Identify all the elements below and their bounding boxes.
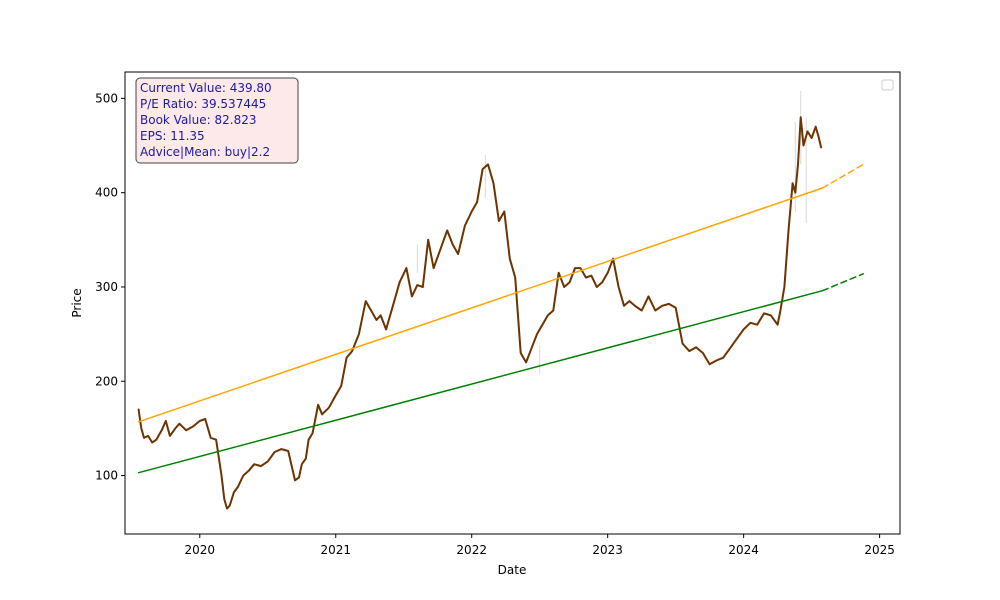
info-box: [135, 77, 299, 164]
info-eps: EPS: 11.35: [140, 129, 205, 143]
x-tick-label: 2020: [185, 543, 216, 557]
series-layer: [137, 116, 865, 510]
lower-trend-line: [137, 289, 824, 474]
y-tick-label: 400: [95, 186, 118, 200]
x-axis-title: Date: [498, 563, 527, 577]
y-axis-ticks: 100 200 300 400 500: [95, 91, 125, 483]
x-tick-label: 2021: [320, 543, 351, 557]
info-pe-ratio: P/E Ratio: 39.537445: [140, 97, 266, 111]
y-tick-label: 500: [95, 91, 118, 105]
x-tick-label: 2024: [728, 543, 759, 557]
y-tick-label: 300: [95, 280, 118, 294]
info-book-value: Book Value: 82.823: [140, 113, 256, 127]
info-advice-mean: Advice|Mean: buy|2.2: [140, 145, 270, 159]
lower-trend-forecast-line: [821, 273, 865, 292]
price-line: [137, 116, 823, 510]
x-axis-ticks: 2020 2021 2022 2023 2024 2025: [185, 534, 895, 557]
x-tick-label: 2022: [456, 543, 487, 557]
legend-box: [881, 79, 894, 91]
y-axis-title: Price: [70, 288, 84, 317]
x-tick-label: 2023: [592, 543, 623, 557]
y-tick-label: 200: [95, 374, 118, 388]
upper-trend-forecast-line: [821, 163, 865, 189]
y-tick-label: 100: [95, 469, 118, 483]
upper-trend-line: [137, 187, 824, 423]
info-current-value: Current Value: 439.80: [140, 81, 272, 95]
x-tick-label: 2025: [864, 543, 895, 557]
plot-frame: [124, 71, 901, 535]
